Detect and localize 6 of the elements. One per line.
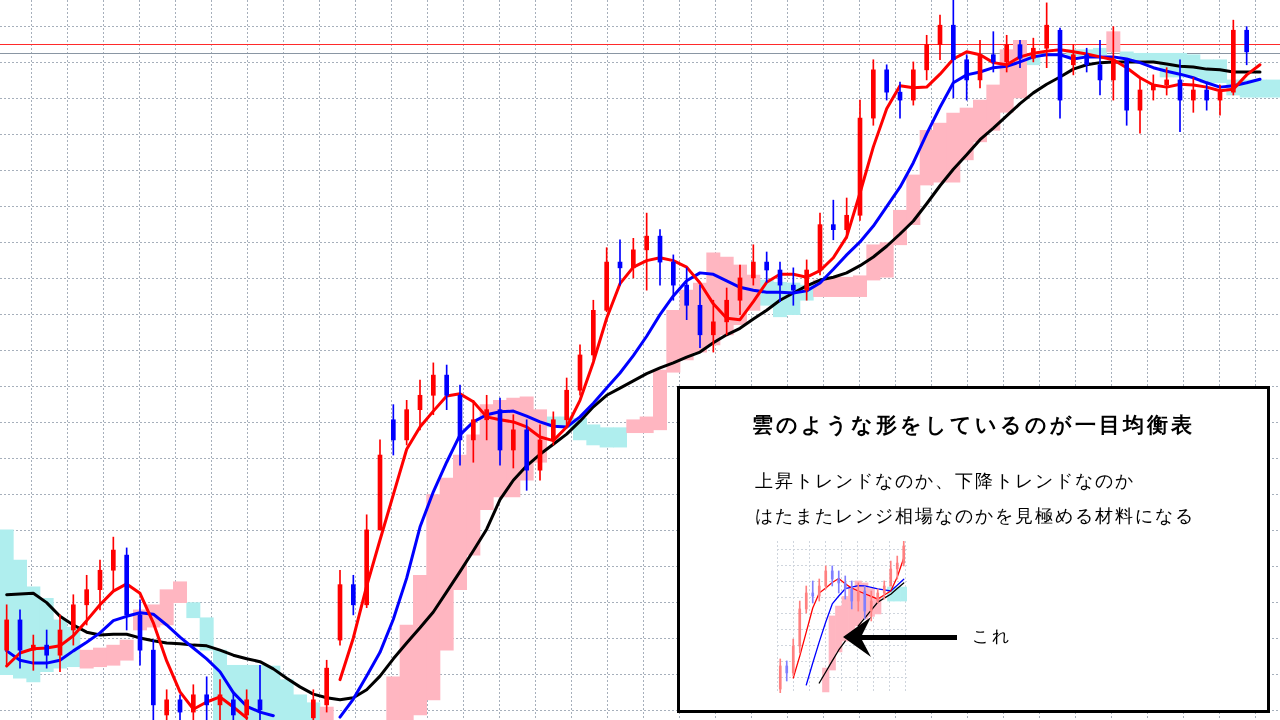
annotation: 上昇トレンドなのか、下降トレンドなのか xyxy=(755,469,1135,493)
annotation: これ xyxy=(972,625,1012,648)
bar xyxy=(1106,31,1121,53)
bar xyxy=(319,706,334,720)
annotation: 雲のような形をしているのが一目均衡表 xyxy=(751,413,1196,437)
annotation: はたまたレンジ相場なのかを見極める材料になる xyxy=(755,504,1195,528)
